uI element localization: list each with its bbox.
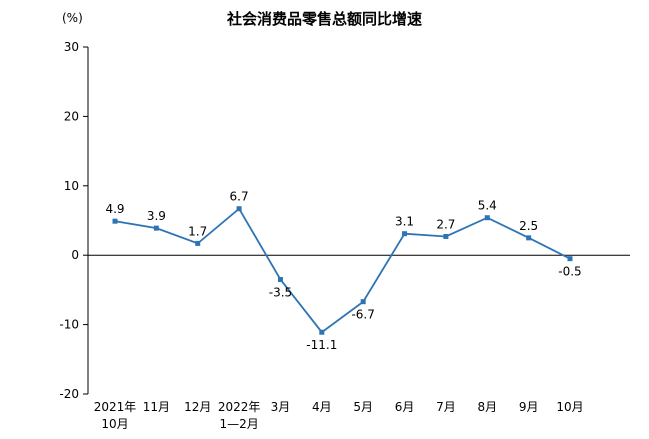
chart-title: 社会消费品零售总额同比增速	[226, 10, 422, 28]
data-label: 2.7	[436, 217, 455, 231]
x-tick-label: 2021年	[94, 400, 137, 414]
x-tick-label: 11月	[143, 400, 170, 414]
x-tick-label: 3月	[271, 400, 291, 414]
data-point-marker	[484, 215, 490, 221]
data-point-marker	[567, 256, 573, 262]
y-tick-label: 30	[64, 40, 79, 54]
y-tick-label: 0	[71, 248, 79, 262]
data-point-marker	[402, 231, 408, 237]
data-label: -0.5	[558, 265, 581, 279]
data-label: 4.9	[105, 202, 124, 216]
x-tick-label: 2022年	[218, 400, 261, 414]
data-label: -3.5	[269, 285, 292, 299]
data-point-marker	[360, 299, 366, 305]
data-point-marker	[443, 233, 449, 239]
series-line	[114, 207, 571, 334]
data-label: 6.7	[230, 190, 249, 204]
y-tick-label: 10	[64, 179, 79, 193]
data-point-marker	[153, 225, 159, 231]
y-tick-label: -10	[59, 318, 79, 332]
data-label: -6.7	[351, 308, 374, 322]
data-point-marker	[112, 218, 118, 224]
x-tick-label: 12月	[184, 400, 211, 414]
data-label: 3.9	[147, 209, 166, 223]
x-tick-label: 5月	[353, 400, 373, 414]
data-point-marker	[195, 240, 201, 246]
data-label: 2.5	[519, 219, 538, 233]
x-tick-label: 10月	[556, 400, 583, 414]
data-point-marker	[277, 276, 283, 282]
x-tick-label: 1—2月	[219, 417, 258, 431]
data-label: -11.1	[306, 338, 337, 352]
x-tick-label: 10月	[101, 417, 128, 431]
data-label: 3.1	[395, 215, 414, 229]
data-label: 1.7	[188, 224, 207, 238]
data-point-marker	[236, 206, 242, 212]
x-tick-label: 9月	[519, 400, 539, 414]
data-point-marker	[526, 235, 532, 241]
y-axis-unit-label: (%)	[62, 11, 83, 25]
data-point-marker	[319, 329, 325, 335]
y-tick-label: -20	[59, 387, 79, 401]
x-tick-label: 6月	[395, 400, 415, 414]
x-tick-label: 8月	[477, 400, 497, 414]
x-tick-label: 7月	[436, 400, 456, 414]
x-tick-label: 4月	[312, 400, 332, 414]
data-label: 5.4	[478, 199, 497, 213]
y-tick-label: 20	[64, 109, 79, 123]
